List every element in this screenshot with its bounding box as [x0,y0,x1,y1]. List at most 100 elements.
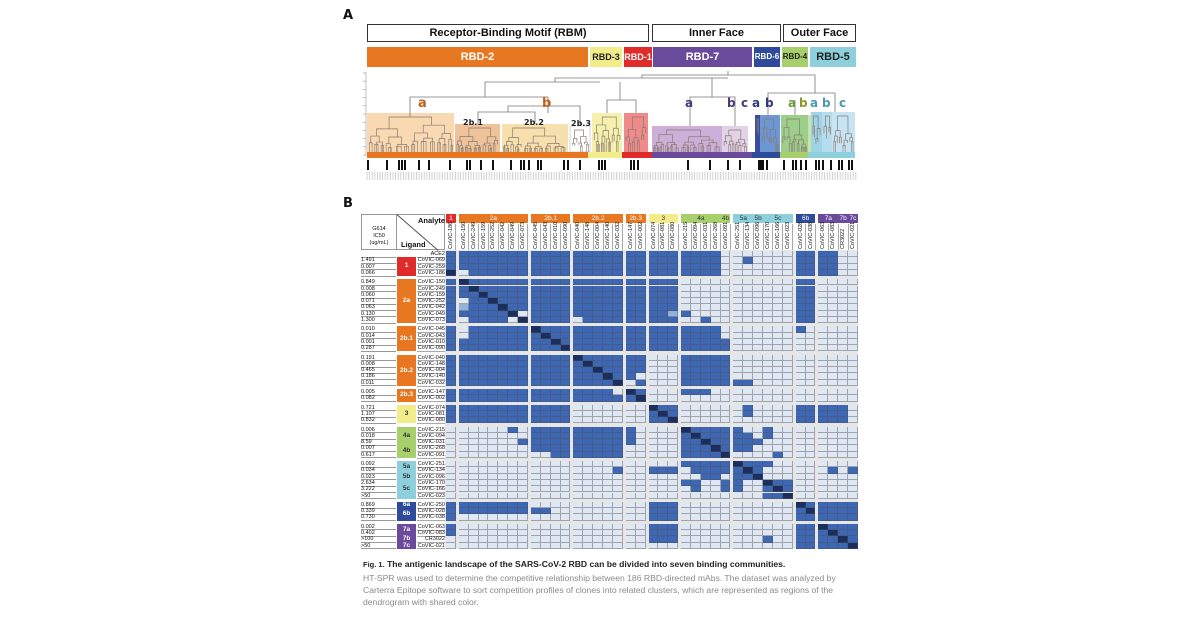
column-divider [569,224,571,250]
heatmap-cell [681,345,691,352]
heatmap-cell [753,317,764,324]
heatmap-cell [518,542,528,549]
heatmap-cell [603,492,613,499]
heatmap-cell [488,285,499,292]
heatmap-cell [700,492,711,499]
selected-clone-tick [838,160,840,170]
heatmap-cell [458,326,469,333]
heatmap-cell [691,379,701,386]
heatmap-cell [700,304,711,311]
heatmap-cell [573,492,584,499]
dendrogram-branch [456,143,459,149]
heatmap-cell [518,417,528,424]
heatmap-cell [446,291,456,299]
heatmap-cell [763,298,773,305]
selected-clone-tick [480,160,482,170]
analyte-name: CoVIC-038 [807,221,814,249]
dendrogram-branch [764,118,774,130]
dendrogram-branch [632,141,636,147]
heatmap-cell [743,514,754,521]
heatmap-cell [583,514,594,521]
heatmap-cell [488,257,499,264]
dendrogram-branch [611,134,615,143]
cluster-region [367,113,454,152]
dendrogram-branch [474,145,481,149]
heatmap-cell [540,338,551,346]
column-divider [487,224,489,250]
column-divider [635,224,636,250]
heatmap-cell [560,269,571,277]
heatmap-cell [478,257,489,264]
heatmap-cell [743,345,754,352]
ic50-value: 0.011 [361,380,396,387]
heatmap-cell [648,345,659,352]
column-divider [762,224,764,250]
heatmap-cell [848,345,858,352]
row-group-label: 2b.1 [397,326,416,352]
ic50-value: 1.491 [361,257,396,265]
heatmap-cell [478,285,489,292]
heatmap-cell [733,298,744,305]
column-divider [478,224,479,250]
heatmap-cell [658,263,669,270]
heatmap-cell [540,395,551,402]
heatmap-cell [648,285,659,292]
dendrogram-branch [457,140,462,146]
dendrogram-branch [368,142,373,147]
heatmap-cell [648,514,659,521]
ic50-value: >50 [361,543,396,550]
heatmap-cell [818,338,829,346]
community-rbd-2: RBD-2 [367,47,588,67]
analyte-name: CoVIC-042 [500,221,507,249]
heatmap-cell [648,395,659,402]
heatmap-cell [772,514,783,521]
row-group-label: 5c [397,479,416,499]
dendrogram-branch [555,146,564,148]
heatmap-cell [658,338,669,346]
analyte-name: CoVIC-148 [585,221,592,249]
heatmap-cell [488,326,499,333]
heatmap-cell [593,332,604,339]
heatmap-cell [550,379,561,386]
heatmap-cell [848,379,858,386]
heatmap-cell [668,298,679,305]
heatmap-cell [573,298,584,305]
heatmap-cell [648,298,659,305]
analyte-name: CoVIC-002 [637,221,644,249]
heatmap-cell [681,269,691,277]
heatmap-cell [635,304,646,311]
heatmap-cell [593,304,604,311]
dendrogram-branch [641,134,645,140]
column-divider [455,224,456,250]
heatmap-cell [838,338,849,346]
heatmap-cell [468,269,479,277]
heatmap-cell [508,298,519,305]
heatmap-cell [593,514,604,521]
heatmap-cell [710,291,721,299]
heatmap-cell [838,317,849,324]
heatmap-cell [498,417,509,424]
heatmap-cell [468,279,479,286]
cluster-label: 2b.1 [463,118,483,127]
heatmap-cell [668,279,679,286]
dendrogram-branch [792,141,795,146]
column-divider [540,224,541,250]
dendrogram-branch [690,144,696,148]
heatmap-cell [478,251,489,258]
heatmap-cell [540,379,551,386]
ic50-value: 0.060 [361,292,396,299]
dendrogram-branch [659,146,662,149]
column-divider [720,224,721,250]
heatmap-cell [753,269,764,277]
heatmap-cell [720,257,731,264]
heatmap-cell [805,304,816,311]
heatmap-cell [805,332,816,339]
heatmap-cell [560,298,571,305]
dendrogram-branch [574,129,584,139]
heatmap-cell [795,251,806,258]
heatmap-cell [848,514,858,521]
dendrogram-branch [601,116,617,129]
heatmap-cell [530,451,541,458]
dendrogram-branch [422,124,445,134]
heatmap-cell [612,395,623,402]
